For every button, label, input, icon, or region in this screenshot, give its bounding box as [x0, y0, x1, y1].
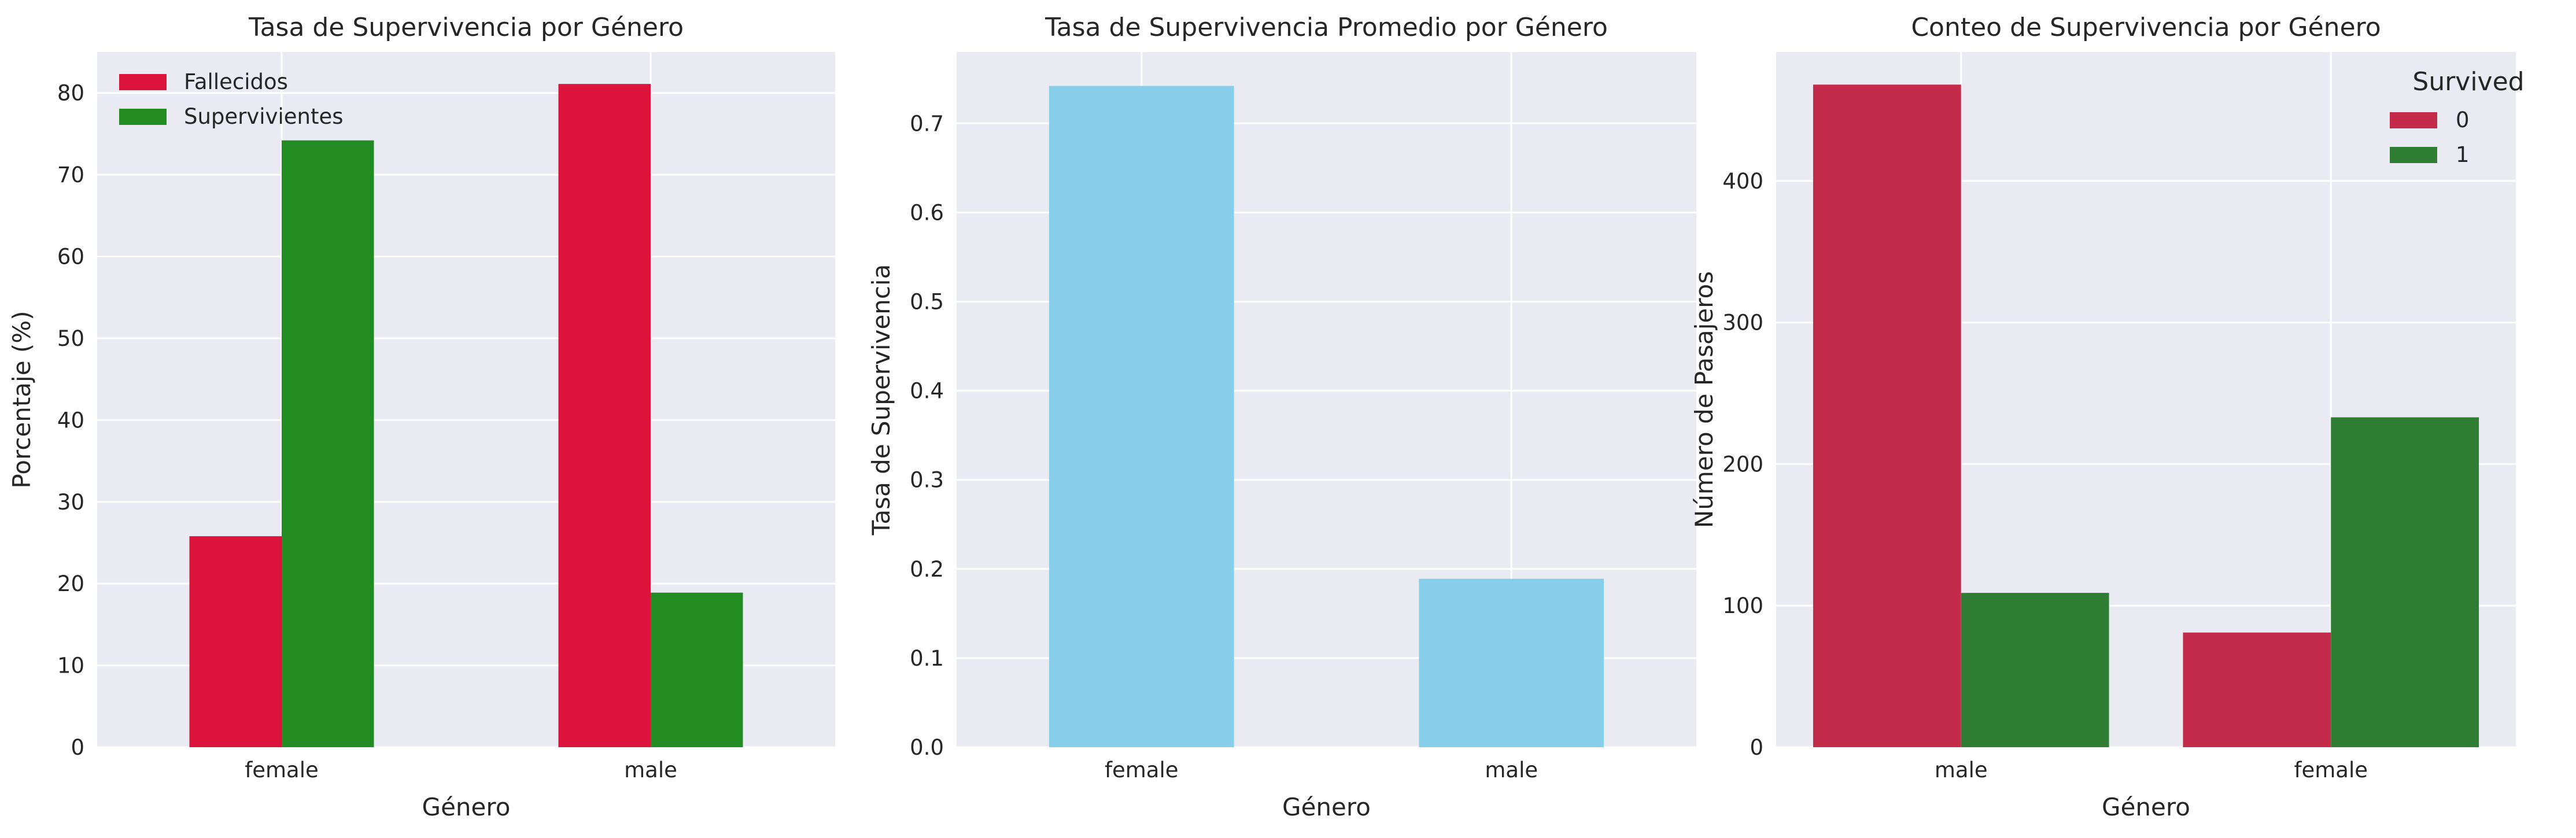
- bars: [189, 84, 743, 747]
- y-tick-40: 40: [57, 408, 84, 433]
- y-tick-60: 60: [57, 245, 84, 270]
- y-tick-labels: 0.0 0.1 0.2 0.3 0.4 0.5 0.6 0.7: [910, 111, 944, 760]
- chart-panel-survival-count: male female 0 100 200 300 400 Conteo de Super…: [1690, 13, 2525, 821]
- legend: Survived 0 1: [2390, 67, 2525, 167]
- y-tick-0-2: 0.2: [910, 557, 944, 582]
- y-tick-labels: 0 100 200 300 400: [1722, 169, 1763, 760]
- chart-title: Tasa de Supervivencia por Género: [248, 13, 684, 42]
- legend-swatch-fallecidos: [119, 74, 167, 90]
- y-axis-label: Tasa de Supervivencia: [867, 264, 895, 536]
- y-tick-20: 20: [57, 571, 84, 596]
- x-tick-labels: female male: [245, 758, 677, 782]
- legend-swatch-supervivientes: [119, 109, 167, 125]
- legend-label-supervivientes: Supervivientes: [184, 104, 344, 129]
- y-tick-0-5: 0.5: [910, 289, 944, 314]
- legend-label-fallecidos: Fallecidos: [184, 69, 288, 94]
- bar-1-female: [2331, 417, 2479, 747]
- y-tick-10: 10: [57, 654, 84, 678]
- bar-supervivientes-female: [282, 140, 374, 747]
- bar-0-female: [2183, 632, 2331, 747]
- x-tick-labels: male female: [1935, 758, 2368, 782]
- y-tick-300: 300: [1722, 311, 1763, 335]
- y-tick-70: 70: [57, 163, 84, 187]
- x-tick-female: female: [1105, 758, 1179, 782]
- y-tick-80: 80: [57, 81, 84, 106]
- y-tick-0: 0: [71, 735, 84, 760]
- x-axis-label: Género: [1282, 793, 1371, 821]
- legend: Fallecidos Supervivientes: [119, 69, 344, 129]
- y-tick-0-7: 0.7: [910, 111, 944, 136]
- x-tick-male: male: [624, 758, 677, 782]
- bar-0-male: [1813, 84, 1961, 747]
- x-tick-labels: female male: [1105, 758, 1538, 782]
- legend-swatch-0: [2390, 112, 2437, 128]
- x-axis-label: Género: [422, 793, 511, 821]
- bars: [1813, 84, 2479, 747]
- bar-1-male: [1961, 593, 2109, 747]
- y-axis-label: Número de Pasajeros: [1690, 271, 1718, 528]
- x-axis-label: Género: [2102, 793, 2190, 821]
- bar-value-female: [1049, 86, 1234, 748]
- y-tick-labels: 0 10 20 30 40 50 60 70 80: [57, 81, 84, 760]
- y-tick-400: 400: [1722, 169, 1763, 194]
- bar-fallecidos-male: [558, 84, 651, 747]
- y-tick-200: 200: [1722, 452, 1763, 477]
- legend-swatch-1: [2390, 147, 2437, 163]
- y-tick-0-3: 0.3: [910, 468, 944, 493]
- bar-fallecidos-female: [189, 536, 282, 747]
- y-tick-30: 30: [57, 490, 84, 515]
- chart-panel-gender-survival-rate: female male 0 10 20 30 40 50 60 70 80 Tasa de Sup…: [8, 13, 835, 821]
- x-tick-female: female: [2294, 758, 2368, 782]
- bar-value-male: [1419, 578, 1604, 747]
- bar-supervivientes-male: [651, 592, 743, 747]
- y-tick-50: 50: [57, 326, 84, 351]
- y-axis-label: Porcentaje (%): [8, 311, 36, 488]
- chart-panel-average-survival-rate: female male 0.0 0.1 0.2 0.3 0.4 0.5 0.6 0.7 Tasa…: [867, 13, 1696, 821]
- bars: [1049, 86, 1604, 748]
- x-tick-female: female: [245, 758, 319, 782]
- chart-title: Tasa de Supervivencia Promedio por Géner…: [1045, 13, 1608, 42]
- chart-title: Conteo de Supervivencia por Género: [1911, 13, 2381, 42]
- legend-title: Survived: [2412, 67, 2524, 97]
- y-tick-0-0: 0.0: [910, 735, 944, 760]
- x-tick-male: male: [1485, 758, 1538, 782]
- legend-label-1: 1: [2456, 142, 2470, 167]
- legend-label-0: 0: [2456, 108, 2470, 132]
- x-tick-male: male: [1935, 758, 1988, 782]
- y-tick-0-1: 0.1: [910, 646, 944, 671]
- y-tick-0: 0: [1750, 735, 1763, 760]
- y-tick-0-4: 0.4: [910, 379, 944, 404]
- y-tick-100: 100: [1722, 593, 1763, 618]
- y-tick-0-6: 0.6: [910, 200, 944, 225]
